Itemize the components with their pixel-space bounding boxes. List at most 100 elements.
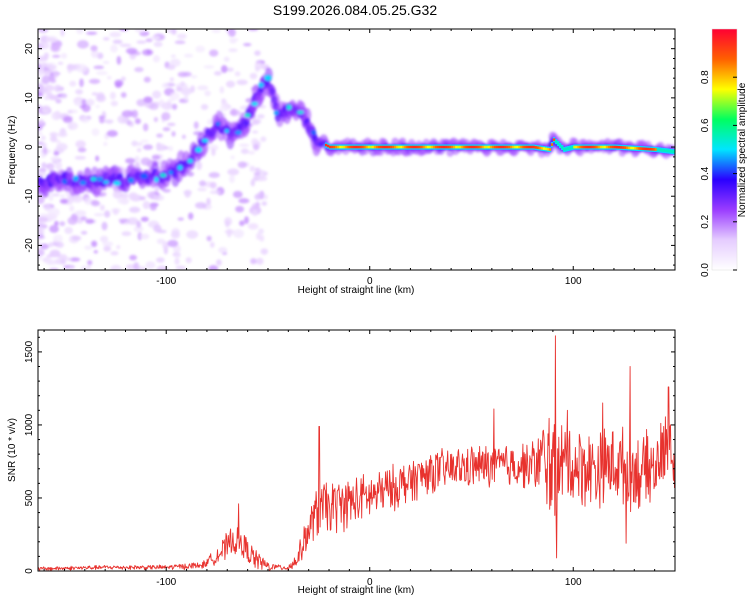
figure-title: S199.2026.084.05.25.G32 — [273, 2, 437, 18]
noise-blob — [209, 241, 215, 248]
noise-blob — [251, 138, 259, 145]
ridge-core-inner — [499, 145, 503, 149]
ridge-core-inner — [326, 144, 330, 148]
y-tick-label: 0 — [24, 568, 35, 574]
ridge-core-inner — [591, 145, 594, 149]
ridge-core-inner — [343, 145, 346, 149]
noise-blob — [93, 213, 104, 217]
ridge-core-inner — [607, 145, 611, 149]
noise-blob — [75, 89, 83, 95]
x-tick-label: -100 — [156, 276, 176, 287]
snr-series-line — [38, 335, 675, 571]
ridge-core-inner — [404, 145, 407, 149]
noise-blob — [250, 258, 257, 265]
noise-blob — [129, 206, 141, 213]
ridge-highlight — [195, 146, 203, 153]
ridge-core-inner — [605, 145, 609, 149]
ridge-core-inner — [618, 145, 621, 149]
noise-blob — [206, 235, 212, 242]
noise-blob — [112, 208, 119, 215]
noise-blob — [211, 148, 216, 156]
ridge-core-inner — [532, 145, 535, 149]
noise-blob — [247, 29, 259, 32]
ridge-core-inner — [349, 145, 352, 149]
noise-blob — [63, 257, 73, 261]
noise-blob — [128, 192, 139, 201]
noise-blob — [44, 257, 54, 265]
noise-blob — [136, 142, 143, 147]
noise-blob — [47, 207, 60, 217]
noise-blob — [85, 218, 95, 224]
ridge-core-inner — [412, 145, 415, 149]
noise-blob — [127, 217, 139, 225]
noise-blob — [103, 142, 108, 146]
ridge-core-inner — [528, 145, 531, 149]
noise-blob — [162, 188, 171, 193]
ridge-core-inner — [329, 145, 332, 149]
noise-blob — [209, 49, 219, 57]
ridge-core-inner — [599, 145, 602, 149]
snr-panel: -100 0 100 0 500 1000 1500 Height of straight… — [7, 329, 676, 596]
ridge-core-inner — [512, 145, 515, 149]
noise-blob — [91, 92, 98, 96]
y-tick-label: 1000 — [24, 413, 35, 436]
ridge-core-inner — [461, 145, 464, 149]
ridge-core-inner — [622, 146, 625, 149]
y-tick-label: 500 — [24, 489, 35, 506]
ridge-core-inner — [654, 148, 657, 151]
noise-blob — [230, 108, 238, 117]
noise-blob — [95, 71, 108, 76]
noise-blob — [48, 94, 59, 101]
ridge-core-inner — [373, 145, 377, 149]
noise-blob — [87, 259, 93, 266]
ridge-core-inner — [440, 145, 444, 149]
noise-blob — [142, 201, 150, 210]
noise-blob — [134, 29, 147, 33]
ridge-core-inner — [554, 140, 558, 143]
ridge-core-inner — [335, 145, 338, 149]
ridge-core-inner — [567, 147, 570, 150]
noise-blob — [99, 204, 105, 211]
noise-blob — [237, 161, 247, 169]
noise-blob — [134, 66, 144, 73]
noise-blob — [116, 245, 121, 250]
noise-blob — [102, 241, 114, 247]
spectrogram-heatmap — [38, 29, 675, 270]
noise-blob — [156, 229, 167, 234]
noise-blob — [102, 60, 110, 65]
ridge-core-inner — [471, 145, 474, 149]
y-tick-label: 0 — [24, 144, 35, 150]
noise-blob — [49, 132, 58, 137]
ridge-core-inner — [601, 145, 605, 149]
ridge-core-inner — [579, 145, 582, 149]
noise-blob — [112, 39, 123, 44]
ridge-core-inner — [445, 145, 448, 149]
noise-blob — [125, 157, 136, 164]
ridge-core-inner — [469, 145, 472, 149]
noise-blob — [76, 29, 84, 35]
ridge-core-inner — [670, 150, 674, 153]
ridge-highlight — [140, 173, 148, 180]
noise-blob — [133, 262, 140, 270]
noise-blob — [119, 43, 132, 48]
ridge-core-inner — [516, 145, 519, 149]
noise-blob — [137, 232, 142, 241]
ridge-core-inner — [558, 144, 562, 147]
noise-blob — [210, 181, 217, 189]
ridge-core-inner — [453, 145, 456, 149]
noise-blob — [261, 201, 268, 206]
noise-blob — [38, 61, 41, 65]
noise-blob — [71, 194, 84, 203]
ridge-band — [269, 87, 276, 96]
noise-blob — [167, 239, 179, 248]
ridge-highlight — [251, 101, 259, 106]
y-tick-label: -20 — [24, 238, 35, 253]
ridge-core-inner — [662, 149, 666, 152]
ridge-highlight — [258, 82, 264, 88]
ridge-core-inner — [390, 145, 393, 149]
noise-blob — [263, 194, 268, 200]
ridge-core-inner — [467, 145, 470, 149]
ridge-core-inner — [355, 145, 358, 149]
ridge-highlight — [201, 138, 209, 143]
